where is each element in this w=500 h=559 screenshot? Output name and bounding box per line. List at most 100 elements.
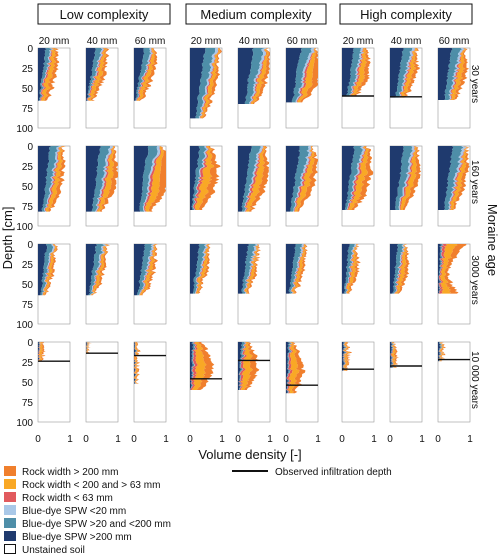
profile-layer-2 bbox=[243, 146, 264, 212]
profile-layer-2 bbox=[398, 48, 415, 98]
legend-label: Rock width < 200 and > 63 mm bbox=[22, 480, 160, 491]
panel-high-20mm-30y bbox=[341, 47, 375, 129]
panel-medium-60mm-3000y bbox=[285, 243, 319, 325]
profile-layer-4 bbox=[134, 342, 140, 384]
profile-layer-1 bbox=[238, 342, 246, 390]
legend-swatch-rock-gt200 bbox=[4, 466, 16, 476]
profile-layer-1 bbox=[344, 244, 355, 294]
profile-layer-5 bbox=[402, 48, 420, 98]
profile-layer-3 bbox=[399, 146, 417, 210]
profile-layer-3 bbox=[44, 146, 63, 212]
profile-layer-0 bbox=[390, 244, 399, 294]
profile-layer-5 bbox=[90, 48, 110, 101]
x-tick: 1 bbox=[419, 434, 425, 445]
depth-tick: 0 bbox=[27, 142, 33, 153]
profile-layer-0 bbox=[134, 244, 146, 296]
profile-layer-5 bbox=[198, 146, 221, 210]
profile-layer-3 bbox=[250, 48, 268, 104]
profile-layer-2 bbox=[398, 146, 416, 210]
profile-layer-5 bbox=[196, 342, 215, 390]
legend: Rock width > 200 mm Rock width < 200 and… bbox=[4, 466, 392, 556]
profile-layer-5 bbox=[252, 48, 270, 104]
profile-layer-4 bbox=[192, 342, 207, 390]
x-tick: 0 bbox=[435, 434, 441, 445]
depth-tick: 50 bbox=[22, 378, 34, 389]
panel-medium-20mm-3000y bbox=[189, 243, 223, 325]
profile-layer-5 bbox=[246, 244, 261, 294]
profile-layer-0 bbox=[38, 342, 40, 362]
profile-layer-4 bbox=[87, 48, 108, 101]
profile-layer-4 bbox=[97, 146, 115, 212]
depth-tick: 0 bbox=[27, 44, 33, 55]
age-label-10000: 10 000 years bbox=[469, 351, 480, 409]
x-tick: 1 bbox=[67, 434, 73, 445]
profile-layer-2 bbox=[290, 244, 305, 294]
x-tick: 1 bbox=[267, 434, 273, 445]
profile-layer-1 bbox=[241, 146, 261, 212]
rain-label-low-20: 20 mm bbox=[39, 36, 70, 47]
profile-layer-0 bbox=[438, 146, 454, 210]
legend-infiltration-label: Observed infiltration depth bbox=[275, 467, 392, 478]
profile-layer-1 bbox=[438, 342, 443, 362]
profile-layer-4 bbox=[40, 48, 57, 101]
profile-layer-5 bbox=[148, 146, 166, 212]
panel-frame bbox=[133, 341, 167, 423]
profile-layer-5 bbox=[452, 48, 470, 100]
header-high-complexity: High complexity bbox=[360, 7, 452, 22]
depth-tick: 25 bbox=[22, 64, 34, 75]
profile-layer-2 bbox=[95, 146, 113, 212]
profile-layer-3 bbox=[193, 146, 210, 210]
profile-layer-4 bbox=[400, 146, 418, 210]
profile-layer-0 bbox=[342, 342, 345, 371]
x-tick: 1 bbox=[163, 434, 169, 445]
profile-layer-1 bbox=[395, 146, 413, 210]
profile-layer-1 bbox=[390, 342, 394, 368]
panel-high-20mm-3000y bbox=[341, 243, 375, 325]
profile-layer-5 bbox=[300, 48, 318, 103]
profile-layer-2 bbox=[438, 244, 444, 294]
profile-layer-0 bbox=[286, 146, 301, 212]
profile-layer-5 bbox=[344, 342, 352, 371]
profile-layer-4 bbox=[297, 48, 317, 103]
profile-layer-2 bbox=[390, 342, 395, 368]
profile-layer-2 bbox=[192, 146, 209, 210]
header-box-low bbox=[37, 3, 171, 25]
profile-layer-2 bbox=[346, 146, 366, 210]
panel-low-40mm-160y bbox=[85, 145, 119, 227]
profile-layer-4 bbox=[244, 244, 260, 294]
profile-layer-1 bbox=[41, 146, 60, 212]
profile-layer-5 bbox=[392, 342, 399, 368]
x-tick: 0 bbox=[283, 434, 289, 445]
profile-layer-4 bbox=[287, 342, 300, 394]
legend-swatch-spw-20-200 bbox=[4, 518, 16, 528]
profile-layer-1 bbox=[136, 244, 153, 296]
profile-layer-2 bbox=[249, 48, 268, 104]
profile-layer-5 bbox=[451, 146, 470, 210]
profile-layer-4 bbox=[194, 146, 215, 210]
depth-tick: 100 bbox=[16, 418, 33, 429]
profile-layer-0 bbox=[134, 146, 149, 212]
profile-layer-5 bbox=[353, 48, 371, 96]
rain-label-low-60: 60 mm bbox=[135, 36, 166, 47]
age-label-30: 30 years bbox=[469, 65, 480, 103]
profile-layer-0 bbox=[38, 48, 47, 101]
x-tick: 0 bbox=[83, 434, 89, 445]
panel-grid bbox=[37, 47, 471, 423]
profile-layer-1 bbox=[288, 244, 303, 294]
profile-layer-3 bbox=[286, 342, 294, 394]
profile-layer-0 bbox=[238, 146, 252, 212]
profile-layer-0 bbox=[390, 48, 404, 98]
x-ticks: 0 1 0 1 0 1 0 1 0 1 0 1 0 1 0 1 0 1 bbox=[35, 434, 473, 445]
profile-layer-5 bbox=[197, 244, 211, 294]
legend-swatch-rock-63-200 bbox=[4, 479, 16, 489]
profile-layer-2 bbox=[198, 48, 219, 119]
depth-tick: 50 bbox=[22, 280, 34, 291]
panel-frame bbox=[85, 341, 119, 423]
depth-tick: 25 bbox=[22, 358, 34, 369]
depth-tick: 75 bbox=[22, 300, 34, 311]
profile-layer-3 bbox=[238, 342, 247, 390]
panel-high-20mm-160y bbox=[341, 145, 375, 227]
profile-layer-4 bbox=[145, 146, 164, 212]
depth-tick: 100 bbox=[16, 124, 33, 135]
